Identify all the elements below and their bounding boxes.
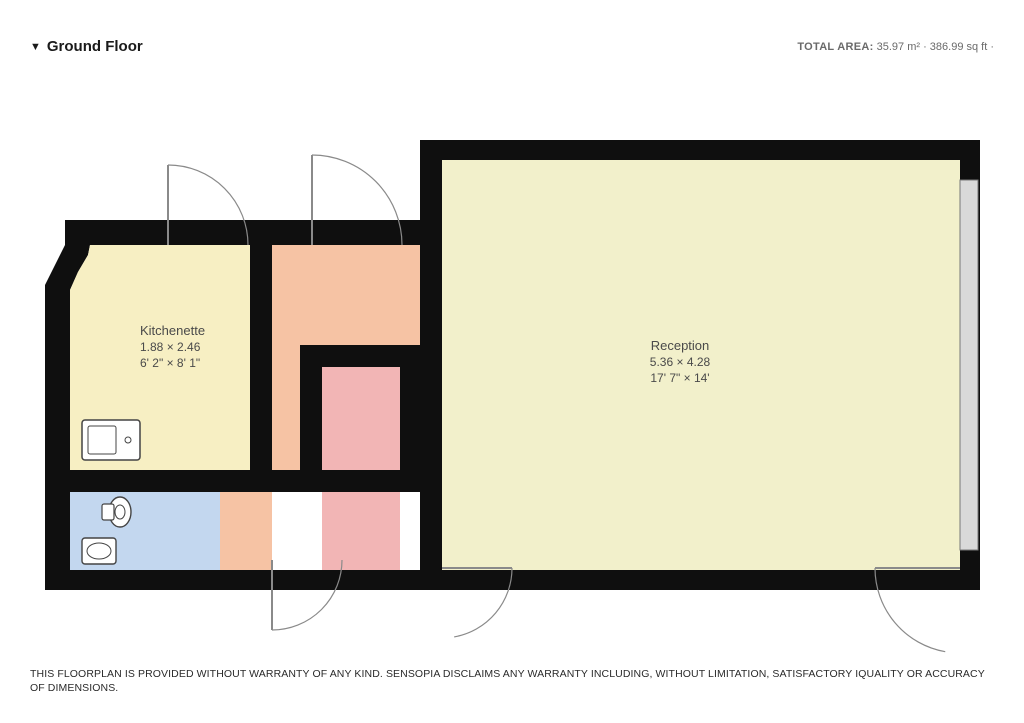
svg-text:1.88 × 2.46: 1.88 × 2.46 bbox=[140, 340, 201, 354]
svg-text:17' 7" × 14': 17' 7" × 14' bbox=[650, 371, 709, 385]
svg-text:5.36 × 4.28: 5.36 × 4.28 bbox=[650, 355, 711, 369]
svg-text:6' 2" × 8' 1": 6' 2" × 8' 1" bbox=[140, 356, 200, 370]
label-kitchenette: Kitchenette 1.88 × 2.46 6' 2" × 8' 1" bbox=[140, 323, 205, 370]
svg-text:Reception: Reception bbox=[651, 338, 710, 353]
svg-text:Kitchenette: Kitchenette bbox=[140, 323, 205, 338]
label-reception: Reception 5.36 × 4.28 17' 7" × 14' bbox=[650, 338, 711, 385]
room-closet bbox=[322, 367, 400, 570]
disclaimer-text: THIS FLOORPLAN IS PROVIDED WITHOUT WARRA… bbox=[30, 667, 994, 695]
floorplan-canvas: Reception 5.36 × 4.28 17' 7" × 14' Kitchene… bbox=[0, 0, 1024, 723]
window bbox=[960, 180, 978, 550]
